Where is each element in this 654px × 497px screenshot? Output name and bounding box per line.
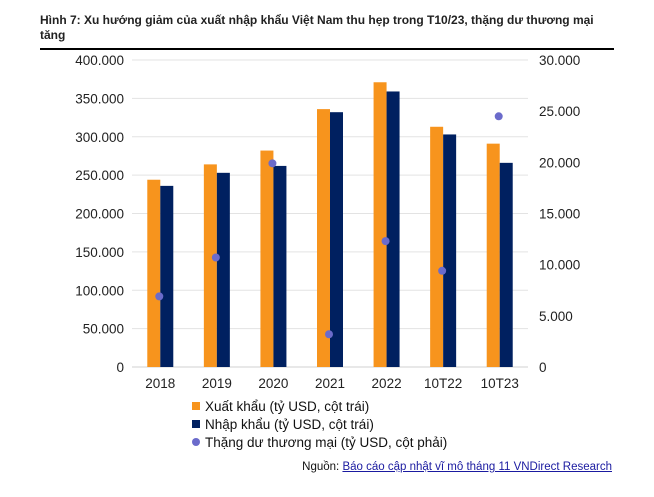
right-tick-label: 5.000 [539, 309, 573, 324]
surplus-point [381, 237, 390, 246]
import-bar [330, 112, 343, 367]
left-tick-label: 300.000 [75, 130, 124, 145]
chart-title: Hình 7: Xu hướng giảm của xuất nhập khẩu… [40, 13, 594, 42]
source-prefix: Nguồn: [302, 461, 343, 473]
legend: Xuất khẩu (tỷ USD, cột trái) Nhập khẩu (t… [192, 397, 447, 451]
left-tick-label: 350.000 [75, 91, 124, 106]
right-tick-label: 10.000 [539, 258, 580, 273]
export-bar [430, 126, 444, 368]
right-tick-label: 20.000 [539, 155, 580, 170]
right-tick-label: 0 [539, 360, 547, 375]
x-tick-label: 2020 [258, 376, 288, 391]
export-bar [260, 150, 274, 367]
left-tick-label: 100.000 [75, 283, 124, 298]
import-bar [216, 172, 230, 367]
x-tick-label: 2022 [372, 376, 402, 391]
x-tick-label: 10T22 [424, 376, 462, 391]
source-note: Nguồn: Báo cáo cập nhật vĩ mô tháng 11 V… [302, 461, 612, 473]
surplus-point [268, 159, 277, 168]
legend-label: Nhập khẩu (tỷ USD, cột trái) [205, 416, 374, 432]
import-bar [386, 91, 400, 367]
legend-swatch [192, 402, 200, 410]
title-rule [40, 48, 614, 50]
left-tick-label: 0 [116, 360, 124, 375]
export-bar [203, 164, 217, 367]
legend-item: Thặng dư thương mại (tỷ USD, cột phải) [192, 433, 447, 451]
left-tick-label: 250.000 [75, 168, 124, 183]
export-bar [147, 179, 161, 367]
x-tick-label: 2018 [145, 376, 175, 391]
left-tick-label: 400.000 [75, 53, 124, 68]
surplus-point [438, 266, 447, 275]
legend-swatch [192, 420, 200, 428]
surplus-point [211, 253, 220, 262]
surplus-point [494, 112, 503, 121]
import-bar [443, 134, 457, 367]
left-tick-label: 50.000 [83, 322, 124, 337]
x-tick-label: 2021 [315, 376, 345, 391]
import-bar [160, 185, 174, 367]
surplus-point [155, 292, 164, 301]
legend-item: Nhập khẩu (tỷ USD, cột trái) [192, 415, 447, 433]
right-tick-label: 15.000 [539, 207, 580, 222]
legend-label: Thặng dư thương mại (tỷ USD, cột phải) [205, 434, 448, 450]
export-bar [486, 143, 500, 367]
left-tick-label: 150.000 [75, 245, 124, 260]
chart: 0 50.000 100.000 150.000 200.000 250.000 300.0… [75, 53, 580, 391]
surplus-point [325, 330, 333, 339]
right-tick-label: 30.000 [539, 53, 580, 68]
legend-label: Xuất khẩu (tỷ USD, cột trái) [205, 398, 370, 414]
export-bar [317, 109, 330, 368]
left-tick-label: 200.000 [75, 207, 124, 222]
import-bar [499, 162, 513, 367]
import-bar [273, 165, 287, 367]
x-tick-label: 10T23 [481, 376, 519, 391]
legend-dot-marker [192, 438, 200, 446]
legend-item: Xuất khẩu (tỷ USD, cột trái) [192, 397, 447, 415]
export-bar [373, 82, 387, 367]
right-tick-label: 25.000 [539, 104, 580, 119]
x-tick-label: 2019 [202, 376, 232, 391]
source-link[interactable]: Báo cáo cập nhật vĩ mô tháng 11 VNDirect… [342, 461, 612, 473]
